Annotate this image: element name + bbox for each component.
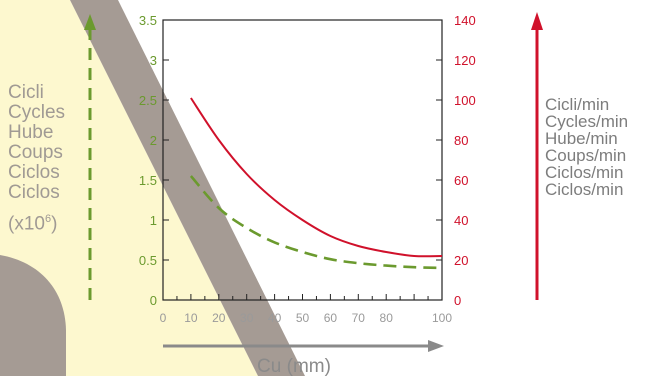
x-tick-label: 40 bbox=[268, 311, 282, 325]
right-y-tick-label: 40 bbox=[454, 213, 468, 228]
left-y-tick-label: 2.5 bbox=[139, 93, 157, 108]
x-tick-label: 10 bbox=[184, 311, 198, 325]
x-tick-label: 30 bbox=[240, 311, 254, 325]
right-y-tick-label: 80 bbox=[454, 133, 468, 148]
left-y-tick-label: 3.5 bbox=[139, 13, 157, 28]
right-axis-label-block: Cicli/min Cycles/min Hube/min Coups/min … bbox=[545, 96, 661, 198]
right-axis-arrowhead bbox=[531, 12, 543, 30]
left-label-line: Coups bbox=[8, 142, 63, 163]
left-label-line: Cycles bbox=[8, 102, 66, 123]
right-y-tick-label: 100 bbox=[454, 93, 476, 108]
x-tick-label: 60 bbox=[324, 311, 338, 325]
x-axis-arrowhead bbox=[428, 340, 444, 352]
left-y-tick-label: 1.5 bbox=[139, 173, 157, 188]
cream-background-shape bbox=[0, 0, 258, 376]
gray-lower-shape bbox=[0, 255, 66, 376]
x-tick-label: 50 bbox=[296, 311, 310, 325]
right-label-line: Coups/min bbox=[545, 146, 627, 165]
right-y-tick-label: 140 bbox=[454, 13, 476, 28]
left-label-line: Hube bbox=[8, 122, 54, 143]
gray-diagonal-band bbox=[70, 0, 305, 376]
plot-area: 0 0.5 1 1.5 2 2.5 3 3.5 0 20 40 60 80 100 120 140 0 10 20 3… bbox=[139, 13, 476, 325]
right-label-line: Ciclos/min bbox=[545, 180, 624, 199]
multiplier-prefix: (x10 bbox=[8, 213, 45, 235]
right-y-tick-label: 20 bbox=[454, 253, 468, 268]
cycles-per-min-line bbox=[190, 97, 443, 258]
left-y-tick-label: 2 bbox=[150, 133, 157, 148]
x-tick-label: 80 bbox=[380, 311, 394, 325]
left-label-multiplier: (x106) bbox=[8, 209, 80, 234]
left-y-tick-label: 0 bbox=[150, 293, 157, 308]
multiplier-suffix: ) bbox=[51, 213, 58, 235]
x-tick-label: 100 bbox=[432, 311, 452, 325]
x-tick-label: 20 bbox=[212, 311, 226, 325]
right-label-line: Ciclos/min bbox=[545, 163, 624, 182]
x-tick-label: 70 bbox=[352, 311, 366, 325]
left-axis-label-block: Cicli Cycles Hube Coups Ciclos Ciclos (x… bbox=[8, 83, 80, 234]
left-y-tick-label: 0.5 bbox=[139, 253, 157, 268]
right-label-line: Hube/min bbox=[545, 129, 618, 148]
left-y-tick-label: 3 bbox=[150, 53, 157, 68]
right-y-tick-label: 120 bbox=[454, 53, 476, 68]
cycles-count-line bbox=[189, 175, 443, 270]
x-axis-title: Cu (mm) bbox=[257, 356, 331, 376]
right-y-tick-label: 0 bbox=[454, 293, 461, 308]
right-label-line: Cycles/min bbox=[545, 112, 629, 131]
left-label-line: Ciclos bbox=[8, 182, 60, 203]
left-label-line: Ciclos bbox=[8, 162, 60, 183]
multiplier-exponent: 6 bbox=[44, 213, 52, 225]
left-y-tick-label: 1 bbox=[150, 213, 157, 228]
right-label-line: Cicli/min bbox=[545, 95, 610, 114]
left-axis-arrowhead bbox=[84, 14, 96, 30]
right-y-tick-label: 60 bbox=[454, 173, 468, 188]
x-tick-label: 0 bbox=[160, 311, 167, 325]
left-label-line: Cicli bbox=[8, 82, 44, 103]
